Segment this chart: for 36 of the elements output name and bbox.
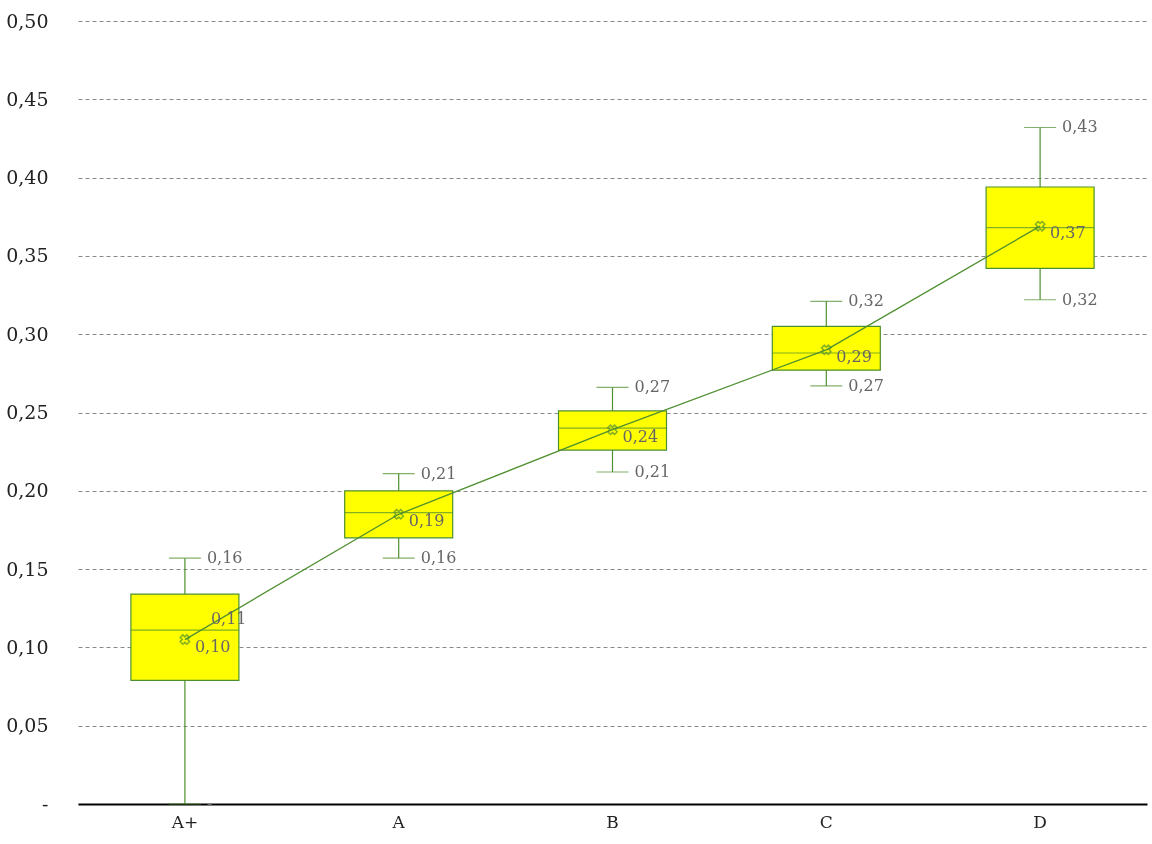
annotation: 0,21 bbox=[634, 462, 671, 482]
annotation: 0,19 bbox=[408, 511, 445, 531]
annotation: 0,29 bbox=[836, 346, 872, 366]
x-tick-label: D bbox=[1033, 811, 1047, 832]
annotation: 0,37 bbox=[1050, 223, 1086, 243]
y-tick-label: 0,25 bbox=[6, 401, 49, 423]
annotation: 0,16 bbox=[420, 548, 457, 568]
point bbox=[1034, 220, 1046, 232]
annotation: 0,32 bbox=[1062, 289, 1098, 309]
annotation: 0,32 bbox=[848, 291, 884, 311]
point bbox=[393, 508, 405, 520]
annotation: 0,24 bbox=[622, 426, 659, 446]
point bbox=[179, 634, 191, 646]
y-tick-label: 0,15 bbox=[6, 557, 49, 580]
y-tick-label: 0,35 bbox=[6, 244, 49, 267]
annotation: 0,27 bbox=[634, 377, 671, 397]
y-tick-label: 0,30 bbox=[6, 322, 49, 345]
point bbox=[820, 344, 832, 356]
y-tick-label: - bbox=[42, 792, 49, 815]
y-tick-label: 0,05 bbox=[6, 714, 49, 737]
annotation: 0,27 bbox=[848, 375, 884, 395]
y-tick-label: 0,10 bbox=[6, 635, 49, 658]
y-tick-label: 0,50 bbox=[6, 9, 49, 32]
y-tick-label: 0,40 bbox=[6, 166, 49, 189]
annotation: 0,21 bbox=[420, 463, 457, 483]
annotation: 0,43 bbox=[1062, 117, 1098, 137]
y-tick-label: 0,20 bbox=[6, 479, 49, 502]
y-tick-label: 0,45 bbox=[6, 87, 49, 110]
x-tick-label: C bbox=[819, 811, 833, 832]
annotation: 0,10 bbox=[194, 636, 231, 656]
x-tick-label: A+ bbox=[170, 811, 199, 832]
x-tick-label: B bbox=[606, 811, 619, 832]
x-tick-label: A bbox=[391, 811, 406, 832]
annotation: - bbox=[206, 794, 213, 813]
annotation: 0,16 bbox=[206, 548, 243, 568]
point bbox=[607, 424, 618, 436]
